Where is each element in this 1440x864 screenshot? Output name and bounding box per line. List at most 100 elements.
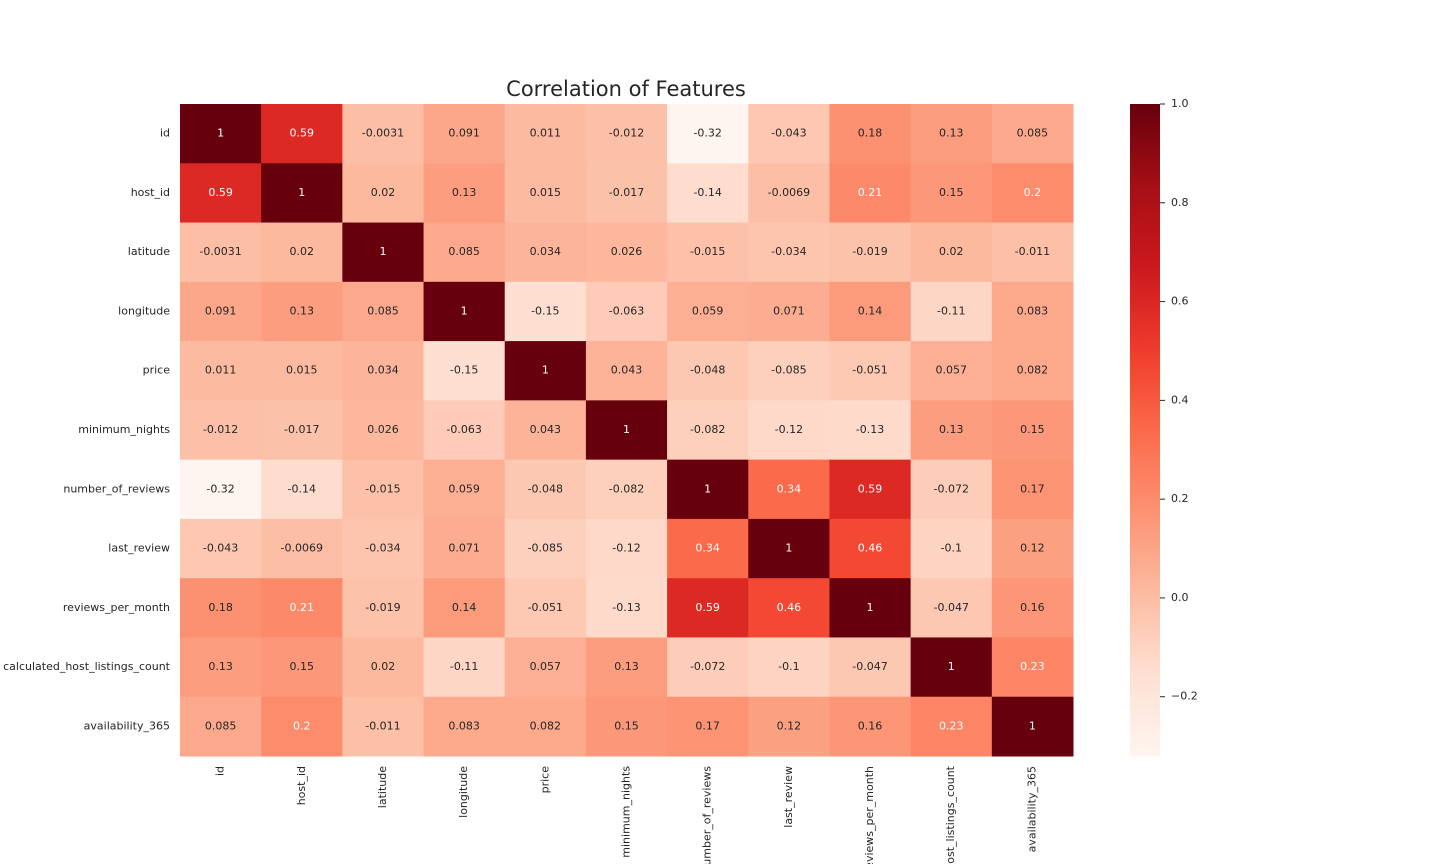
- cell-label: -0.048: [690, 364, 725, 377]
- y-tick-label: price: [143, 364, 171, 377]
- heatmap-cell: [342, 104, 425, 164]
- y-tick-label: availability_365: [84, 719, 170, 732]
- heatmap-cell: [180, 518, 262, 579]
- heatmap-cell: [585, 341, 668, 401]
- cell-label: 0.059: [692, 304, 724, 317]
- cell-label: -0.017: [609, 186, 644, 199]
- heatmap-cell: [667, 281, 749, 342]
- heatmap-cell: [829, 459, 912, 520]
- heatmap-cell: [748, 696, 830, 757]
- cell-label: 0.34: [695, 542, 720, 555]
- colorbar: [1130, 104, 1160, 756]
- heatmap-cell: [585, 104, 668, 164]
- x-tick-label: availability_365: [1025, 766, 1038, 852]
- cell-label: -0.072: [690, 660, 725, 673]
- cell-label: -0.043: [771, 127, 806, 140]
- heatmap-cell: [180, 163, 262, 224]
- heatmap-cell: [585, 222, 668, 283]
- y-tick-label: number_of_reviews: [63, 482, 170, 495]
- heatmap-cell: [667, 578, 749, 638]
- heatmap-cell: [423, 281, 506, 342]
- cell-label: 0.02: [939, 245, 964, 258]
- y-tick-label: calculated_host_listings_count: [3, 660, 171, 673]
- y-tick-label: last_review: [108, 542, 170, 555]
- colorbar-tick-label: 1.0: [1171, 97, 1189, 110]
- heatmap-cell: [423, 518, 506, 579]
- cell-label: -0.13: [612, 601, 640, 614]
- heatmap-cell: [910, 518, 993, 579]
- heatmap-cell: [504, 459, 587, 520]
- heatmap-cell: [504, 637, 587, 698]
- heatmap-cell: [748, 400, 830, 461]
- cell-label: -0.14: [693, 186, 721, 199]
- cell-label: 0.59: [290, 127, 315, 140]
- heatmap-cell: [991, 281, 1074, 342]
- colorbar-tick-label: 0.8: [1171, 196, 1189, 209]
- heatmap-cell: [910, 459, 993, 520]
- cell-label: 0.12: [1020, 542, 1045, 555]
- cell-label: -0.034: [771, 245, 806, 258]
- heatmap-cell: [829, 163, 912, 224]
- cell-label: -0.019: [365, 601, 400, 614]
- heatmap-cell: [180, 104, 262, 164]
- heatmap-cell: [748, 459, 830, 520]
- cell-label: 0.16: [858, 719, 883, 732]
- heatmap-cell: [829, 696, 912, 757]
- cell-label: 0.14: [452, 601, 477, 614]
- x-tick-label: number_of_reviews: [701, 766, 714, 864]
- cell-label: 0.034: [530, 245, 562, 258]
- heatmap-cell: [180, 400, 262, 461]
- heatmap-cell: [342, 222, 425, 283]
- cell-label: 0.23: [939, 719, 964, 732]
- y-tick-label: host_id: [131, 186, 170, 199]
- heatmap-cell: [342, 459, 425, 520]
- heatmap-cell: [991, 400, 1074, 461]
- cell-label: 0.083: [448, 719, 480, 732]
- cell-label: 0.14: [858, 304, 883, 317]
- heatmap-cell: [748, 281, 830, 342]
- heatmap-cell: [261, 104, 343, 164]
- cell-label: 0.026: [367, 423, 399, 436]
- heatmap-cell: [423, 578, 506, 638]
- cell-label: 0.12: [777, 719, 802, 732]
- heatmap-cell: [342, 518, 425, 579]
- heatmap-cell: [667, 222, 749, 283]
- heatmap-cell: [585, 578, 668, 638]
- heatmap-cell: [423, 459, 506, 520]
- heatmap-cell: [180, 341, 262, 401]
- heatmap-cell: [423, 104, 506, 164]
- heatmap-cell: [991, 637, 1074, 698]
- cell-label: 0.18: [208, 601, 233, 614]
- cell-label: -0.015: [365, 482, 400, 495]
- heatmap-cell: [667, 341, 749, 401]
- cell-label: 0.23: [1020, 660, 1045, 673]
- cell-label: 0.011: [530, 127, 562, 140]
- x-tick-label: longitude: [457, 766, 470, 818]
- x-tick-label: calculated_host_listings_count: [944, 765, 957, 864]
- heatmap-cell: [910, 578, 993, 638]
- cell-label: -0.019: [852, 245, 887, 258]
- cell-label: -0.082: [690, 423, 725, 436]
- heatmap-cell: [504, 222, 587, 283]
- cell-label: 0.13: [208, 660, 233, 673]
- x-tick-label: minimum_nights: [620, 766, 633, 858]
- cell-label: -0.11: [450, 660, 478, 673]
- cell-label: -0.0031: [362, 127, 404, 140]
- x-tick-label: id: [214, 766, 227, 776]
- cell-label: -0.047: [852, 660, 887, 673]
- cell-label: 0.16: [1020, 601, 1045, 614]
- heatmap-cell: [991, 578, 1074, 638]
- heatmap-cell: [261, 341, 343, 401]
- heatmap-cell: [991, 104, 1074, 164]
- heatmap-cell: [342, 400, 425, 461]
- cell-label: 0.59: [208, 186, 233, 199]
- heatmap-cell: [261, 518, 343, 579]
- heatmap-cell: [261, 637, 343, 698]
- cell-label: -0.085: [528, 542, 563, 555]
- heatmap-cell: [342, 281, 425, 342]
- heatmap-cell: [504, 104, 587, 164]
- cell-label: 0.091: [205, 304, 237, 317]
- cell-label: -0.15: [531, 304, 559, 317]
- heatmap-cell: [261, 163, 343, 224]
